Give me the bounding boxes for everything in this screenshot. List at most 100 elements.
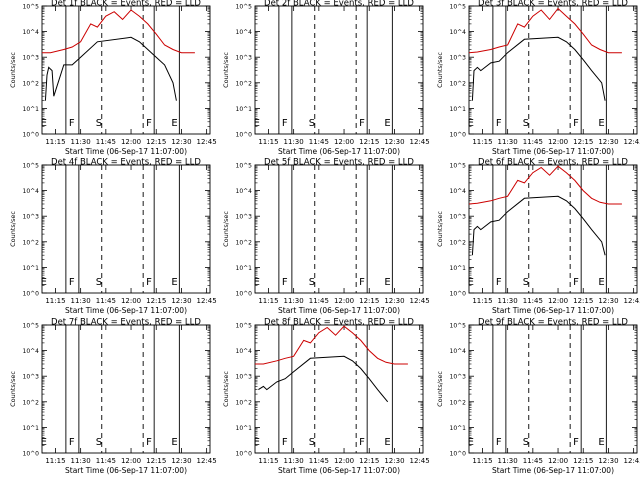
y-tick-label: 10^1 [450, 265, 467, 272]
x-tick-label: 12:30 [384, 138, 404, 146]
detector-panel: Det 1f BLACK = Events, RED = LLD Counts/s… [9, 0, 217, 156]
y-tick-label: 10^4 [450, 29, 467, 36]
interval-marker-label: S [309, 437, 315, 448]
y-tick-label: 10^4 [236, 348, 253, 355]
x-tick-label: 11:30 [284, 457, 304, 465]
x-tick-label: 11:15 [258, 457, 278, 465]
x-tick-label: 12:30 [171, 457, 191, 465]
y-axis-label: Counts/sec [436, 52, 444, 88]
x-tick-label: 11:15 [45, 138, 65, 146]
x-tick-label: 11:45 [96, 297, 116, 305]
x-tick-label: 12:45 [197, 457, 217, 465]
y-tick-label: 10^2 [236, 239, 253, 246]
panel-title: Det 6f BLACK = Events, RED = LLD [478, 158, 628, 168]
interval-marker-label: S [523, 118, 529, 129]
detector-panel: Det 9f BLACK = Events, RED = LLD Counts/s… [436, 318, 640, 476]
plot-frame [254, 164, 424, 294]
x-tick-label: 11:30 [284, 138, 304, 146]
x-tick-label: 12:45 [624, 138, 640, 146]
x-tick-label: 11:45 [96, 138, 116, 146]
plot-frame [468, 324, 638, 454]
interval-marker-label: E [598, 118, 604, 129]
interval-marker-label: E [171, 118, 177, 129]
y-axis-label: Counts/sec [9, 211, 17, 247]
interval-marker-label: F [146, 277, 152, 288]
y-axis-label: Counts/sec [9, 371, 17, 407]
data-series-line [468, 7, 622, 54]
y-tick-label: 10^4 [236, 188, 253, 195]
interval-marker-label: E [384, 118, 390, 129]
y-tick-label: 10^0 [236, 451, 253, 458]
plot-frame [41, 5, 211, 135]
plot-frame [468, 5, 638, 135]
x-tick-label: 12:30 [598, 138, 618, 146]
x-tick-label: 11:45 [523, 457, 543, 465]
interval-marker-label: S [96, 118, 102, 129]
detector-panel: Det 6f BLACK = Events, RED = LLD Counts/s… [436, 158, 640, 316]
x-tick-label: 12:15 [573, 297, 593, 305]
y-tick-label: 10^4 [23, 29, 40, 36]
x-tick-label: 12:00 [121, 297, 141, 305]
x-tick-label: 12:15 [359, 138, 379, 146]
interval-marker-label: S [309, 277, 315, 288]
y-tick-label: 10^1 [450, 425, 467, 432]
x-axis-label: Start Time (06-Sep-17 11:07:00) [492, 147, 614, 156]
x-tick-label: 12:00 [548, 457, 568, 465]
data-series-line [471, 195, 606, 256]
x-tick-label: 12:30 [384, 297, 404, 305]
y-tick-label: 10^5 [23, 4, 40, 11]
y-tick-label: 10^1 [236, 265, 253, 272]
x-tick-label: 11:15 [472, 297, 492, 305]
plot-frame [468, 164, 638, 294]
x-tick-label: 12:15 [146, 297, 166, 305]
interval-marker-label: E [384, 277, 390, 288]
x-tick-label: 11:30 [284, 297, 304, 305]
x-tick-label: 11:30 [498, 138, 518, 146]
y-tick-label: 10^5 [23, 323, 40, 330]
interval-marker-label: F [496, 277, 502, 288]
y-tick-label: 10^2 [450, 399, 467, 406]
x-tick-label: 11:30 [498, 457, 518, 465]
y-tick-label: 10^1 [23, 265, 40, 272]
plot-frame [41, 324, 211, 454]
panel-title: Det 9f BLACK = Events, RED = LLD [478, 318, 628, 328]
y-tick-label: 10^4 [450, 188, 467, 195]
detector-panel: Det 8f BLACK = Events, RED = LLD Counts/s… [222, 318, 430, 476]
x-tick-label: 12:15 [359, 297, 379, 305]
y-tick-label: 10^2 [450, 80, 467, 87]
y-tick-label: 10^0 [450, 451, 467, 458]
x-tick-label: 11:45 [96, 457, 116, 465]
interval-marker-label: E [468, 437, 474, 448]
x-tick-label: 12:45 [624, 297, 640, 305]
y-tick-label: 10^3 [23, 374, 40, 381]
interval-marker-label: S [523, 277, 529, 288]
interval-marker-label: E [598, 277, 604, 288]
data-series-line [258, 355, 389, 403]
interval-marker-label: F [496, 437, 502, 448]
panel-title: Det 1f BLACK = Events, RED = LLD [51, 0, 201, 9]
x-tick-label: 11:30 [71, 138, 91, 146]
interval-marker-label: F [282, 277, 288, 288]
x-tick-label: 11:15 [472, 138, 492, 146]
y-tick-label: 10^5 [450, 163, 467, 170]
x-tick-label: 12:30 [598, 457, 618, 465]
y-tick-label: 10^0 [23, 451, 40, 458]
detector-panel: Det 7f BLACK = Events, RED = LLD Counts/s… [9, 318, 217, 476]
interval-marker-label: F [359, 437, 365, 448]
x-axis-label: Start Time (06-Sep-17 11:07:00) [492, 466, 614, 475]
x-tick-label: 12:15 [573, 138, 593, 146]
y-tick-label: 10^3 [23, 55, 40, 62]
interval-marker-label: E [171, 277, 177, 288]
y-tick-label: 10^4 [23, 188, 40, 195]
y-tick-label: 10^2 [236, 399, 253, 406]
x-tick-label: 12:45 [624, 457, 640, 465]
y-axis-label: Counts/sec [436, 211, 444, 247]
x-tick-label: 12:45 [197, 138, 217, 146]
x-tick-label: 12:15 [359, 457, 379, 465]
detector-panel: Det 3f BLACK = Events, RED = LLD Counts/s… [436, 0, 640, 156]
x-tick-label: 12:30 [171, 138, 191, 146]
x-axis-label: Start Time (06-Sep-17 11:07:00) [65, 306, 187, 315]
x-tick-label: 12:00 [548, 138, 568, 146]
x-tick-label: 12:15 [146, 138, 166, 146]
interval-marker-label: E [171, 437, 177, 448]
